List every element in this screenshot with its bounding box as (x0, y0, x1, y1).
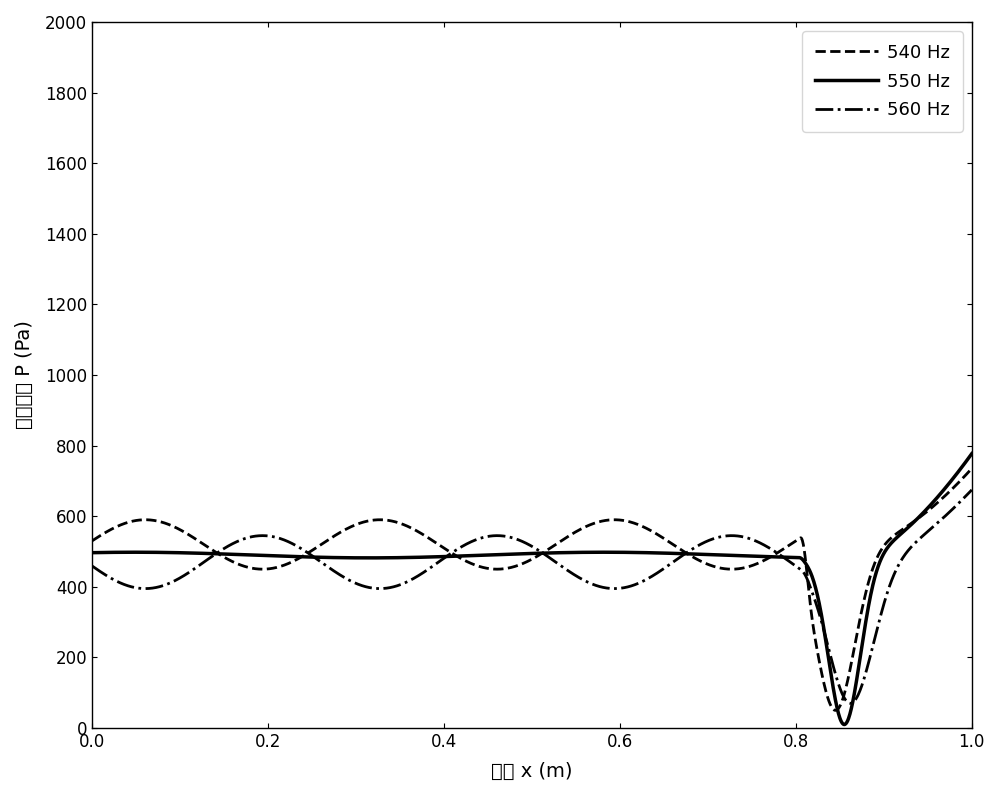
560 Hz (131, 583, 143, 593)
540 Hz (829, 705, 841, 715)
560 Hz (514, 536, 526, 545)
550 Hz (491, 550, 503, 560)
Line: 540 Hz: 540 Hz (92, 468, 972, 710)
550 Hz (514, 549, 526, 559)
550 Hz (131, 548, 143, 557)
550 Hz (966, 449, 978, 458)
540 Hz (514, 560, 526, 569)
Line: 560 Hz: 560 Hz (92, 490, 972, 704)
560 Hz (940, 510, 952, 520)
540 Hz (131, 516, 143, 525)
550 Hz (838, 720, 850, 729)
540 Hz (779, 544, 791, 553)
550 Hz (940, 482, 952, 492)
560 Hz (86, 561, 98, 571)
540 Hz (86, 536, 98, 545)
550 Hz (779, 552, 791, 562)
550 Hz (86, 548, 98, 557)
Line: 550 Hz: 550 Hz (92, 454, 972, 724)
540 Hz (940, 490, 952, 499)
Y-axis label: 声压幅値 P (Pa): 声压幅値 P (Pa) (15, 321, 34, 430)
560 Hz (779, 553, 791, 563)
540 Hz (941, 490, 953, 499)
540 Hz (966, 463, 978, 473)
540 Hz (491, 564, 503, 574)
X-axis label: 位置 x (m): 位置 x (m) (491, 762, 573, 781)
550 Hz (941, 482, 953, 491)
Legend: 540 Hz, 550 Hz, 560 Hz: 540 Hz, 550 Hz, 560 Hz (802, 31, 963, 132)
560 Hz (491, 531, 503, 540)
560 Hz (844, 699, 856, 708)
560 Hz (941, 510, 953, 520)
560 Hz (966, 485, 978, 494)
